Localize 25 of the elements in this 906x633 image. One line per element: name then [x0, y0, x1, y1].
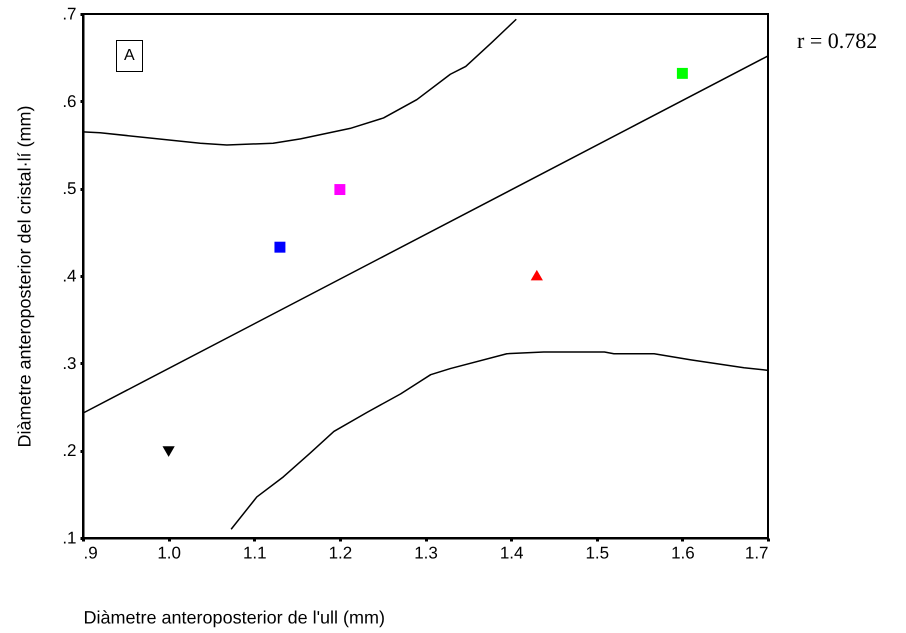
y-tick-label: .6 — [62, 92, 76, 111]
x-tick-label: 1.0 — [157, 544, 181, 562]
y-tick-label: .1 — [62, 528, 76, 548]
x-tick-label: .9 — [84, 544, 98, 562]
x-tick-label: 1.7 — [744, 544, 768, 562]
x-tick-label: 1.5 — [585, 544, 610, 562]
point — [274, 242, 286, 253]
x-tick-label: 1.6 — [671, 544, 695, 562]
y-axis-title: Diàmetre anteroposterior del cristal·lí (mm) — [14, 105, 34, 448]
point — [162, 446, 175, 457]
y-tick-label: .7 — [62, 4, 76, 24]
y-tick-label: .3 — [62, 354, 76, 373]
x-tick-label: 1.2 — [328, 544, 352, 562]
x-tick-label: 1.3 — [414, 544, 438, 562]
y-tick-label: .2 — [62, 441, 76, 460]
y-tick-label: .5 — [62, 179, 76, 198]
y-tick-label: .4 — [62, 266, 76, 286]
x-axis-title: Diàmetre anteroposterior de l'ull (mm) — [84, 608, 386, 628]
annotation: A — [116, 40, 143, 72]
x-tick-label: 1.1 — [242, 544, 267, 562]
x-tick-label: 1.4 — [500, 544, 524, 562]
point — [530, 270, 543, 280]
text: r = 0.782 — [797, 28, 878, 54]
point — [676, 68, 688, 79]
point — [334, 184, 346, 196]
